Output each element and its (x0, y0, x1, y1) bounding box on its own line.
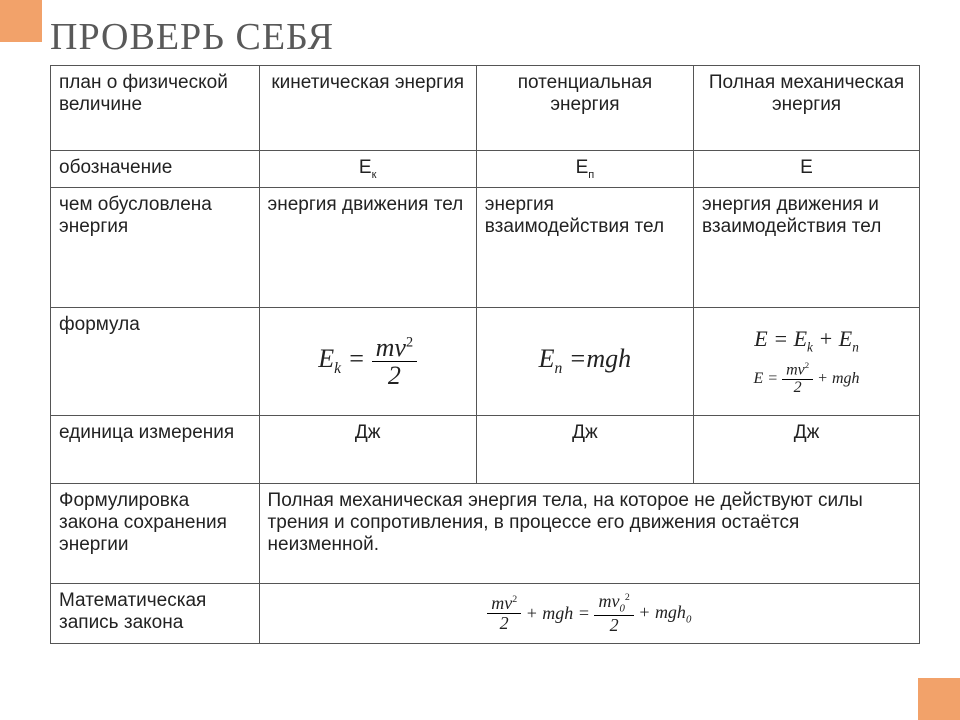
f-den: 2 (782, 380, 813, 397)
slide-content: ПРОВЕРЬ СЕБЯ план о физической величине … (50, 15, 920, 644)
f-E: E (754, 326, 767, 351)
table-row: план о физической величине кинетическая … (51, 66, 920, 151)
sym-E: E (359, 157, 372, 178)
table-row: чем обусловлена энергия энергия движения… (51, 187, 920, 307)
f-m: m (598, 591, 611, 611)
header-total: Полная механическая энергия (694, 66, 920, 151)
table-row: Формулировка закона сохранения энергии П… (51, 483, 920, 583)
f-E: E (839, 326, 852, 351)
cell-formula-total: E = Ek + Eп E = mν2 2 + mgh (694, 307, 920, 415)
f-E: E (794, 326, 807, 351)
f-sub0: 0 (619, 602, 624, 614)
label-unit: единица измерения (51, 415, 260, 483)
f-v: ν (394, 333, 406, 362)
f-m: m (376, 333, 395, 362)
cell-math-formula: mν2 2 + mgh = mν02 2 + mgh0 (259, 583, 919, 643)
table-row: единица измерения Дж Дж Дж (51, 415, 920, 483)
f-mgh: mgh (655, 602, 686, 622)
cell-unit-potential: Дж (476, 415, 693, 483)
f-exp: 2 (625, 592, 630, 603)
f-mgh: mgh (832, 370, 860, 387)
cell-formula-kinetic: Ek = mν2 2 (259, 307, 476, 415)
f-den: 2 (372, 362, 417, 389)
f-den: 2 (594, 616, 633, 635)
f-E: E (318, 344, 334, 373)
f-exp: 2 (512, 594, 517, 605)
f-mgh: mgh (542, 603, 573, 623)
accent-square-bottom-right (918, 678, 960, 720)
label-designation: обозначение (51, 151, 260, 188)
cell-cause-kinetic: энергия движения тел (259, 187, 476, 307)
sym-k-sub: к (372, 169, 377, 181)
f-mgh: mgh (586, 344, 631, 373)
label-math: Математическая запись закона (51, 583, 260, 643)
f-m: m (786, 361, 798, 378)
cell-designation-total: E (694, 151, 920, 188)
f-k: k (807, 339, 813, 354)
f-plus: + (818, 326, 833, 351)
header-kinetic: кинетическая энергия (259, 66, 476, 151)
table-row: Математическая запись закона mν2 2 + mgh… (51, 583, 920, 643)
label-law: Формулировка закона сохранения энергии (51, 483, 260, 583)
label-cause: чем обусловлена энергия (51, 187, 260, 307)
physics-table: план о физической величине кинетическая … (50, 65, 920, 644)
header-potential: потенциальная энергия (476, 66, 693, 151)
table-row: формула Ek = mν2 2 Eп =mgh E = Ek + Eп (51, 307, 920, 415)
f-p: п (555, 360, 563, 377)
label-formula: формула (51, 307, 260, 415)
f-exp: 2 (805, 360, 809, 370)
f-p: п (852, 339, 859, 354)
f-exp: 2 (406, 334, 413, 350)
accent-square-top-left (0, 0, 42, 42)
page-title: ПРОВЕРЬ СЕБЯ (50, 15, 920, 59)
sym-E: E (576, 157, 589, 178)
cell-unit-total: Дж (694, 415, 920, 483)
sym-p-sub: п (588, 169, 594, 181)
cell-cause-total: энергия движения и взаимодействия тел (694, 187, 920, 307)
header-plan: план о физической величине (51, 66, 260, 151)
f-v: ν (798, 361, 805, 378)
f-v: ν (504, 593, 512, 613)
f-den: 2 (487, 614, 521, 633)
cell-law-text: Полная механическая энергия тела, на кот… (259, 483, 919, 583)
f-E: E (539, 344, 555, 373)
cell-designation-potential: Eп (476, 151, 693, 188)
f-E: E (754, 370, 764, 387)
f-sub0: 0 (686, 613, 691, 625)
cell-unit-kinetic: Дж (259, 415, 476, 483)
table-row: обозначение Eк Eп E (51, 151, 920, 188)
cell-designation-kinetic: Eк (259, 151, 476, 188)
cell-formula-potential: Eп =mgh (476, 307, 693, 415)
cell-cause-potential: энергия взаимодействия тел (476, 187, 693, 307)
f-k: k (334, 360, 341, 377)
f-m: m (491, 593, 504, 613)
